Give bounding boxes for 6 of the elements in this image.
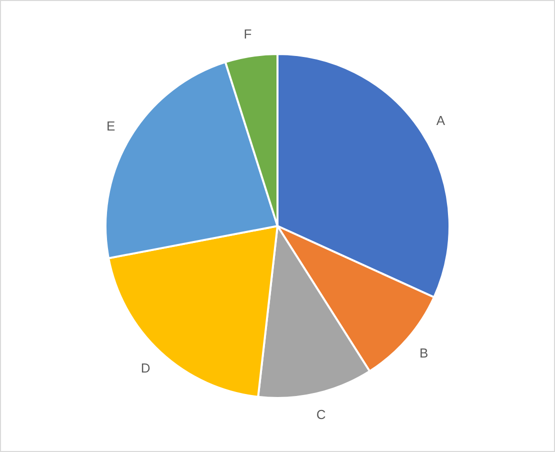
slice-label: C bbox=[316, 407, 326, 422]
slice-label: B bbox=[419, 345, 428, 360]
slice-label: D bbox=[140, 360, 150, 376]
slice-label: F bbox=[244, 26, 252, 42]
slice-label: E bbox=[106, 118, 116, 134]
slice-label: A bbox=[436, 113, 446, 128]
